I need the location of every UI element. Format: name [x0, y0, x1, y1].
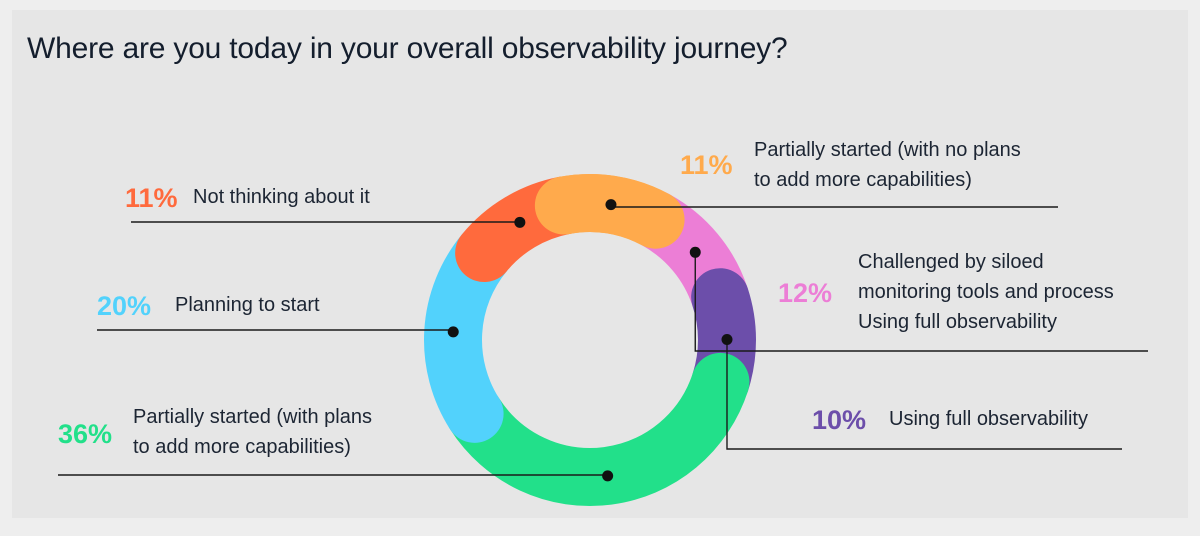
callout-line-challenged: [694, 252, 1148, 352]
chart-title: Where are you today in your overall obse…: [27, 32, 788, 65]
slice-value-challenged: 12%: [778, 278, 833, 308]
slice-value-not-thinking: 11%: [125, 183, 178, 213]
donut-ring: [424, 174, 756, 506]
callout-dot-challenged: [689, 246, 701, 258]
slice-label-not-thinking: Not thinking about it: [193, 186, 370, 208]
slice-label-partially-started-no-plans: Partially started (with no plans to add …: [754, 139, 1021, 191]
slice-value-using-full-observability: 10%: [812, 405, 867, 435]
slice-label-partially-started-with-plans: Partially started (with plans to add mor…: [133, 406, 372, 458]
callout-lines: [58, 199, 1148, 482]
slice-value-partially-started-with-plans: 36%: [58, 419, 113, 449]
callout-dot-planning-to-start: [447, 326, 459, 338]
callout-dot-partially-started-with-plans: [602, 470, 614, 482]
callout-dot-using-full-observability: [721, 334, 733, 346]
callout-dot-partially-started-no-plans: [605, 199, 617, 211]
slice-label-planning-to-start: Planning to start: [175, 294, 320, 316]
callout-dot-not-thinking: [514, 216, 526, 228]
chart-panel: [12, 10, 1188, 518]
callout-line-planning-to-start: [97, 329, 454, 332]
slice-value-partially-started-no-plans: 11%: [680, 150, 733, 180]
callout-line-using-full-observability: [726, 339, 1122, 450]
slice-value-planning-to-start: 20%: [97, 291, 152, 321]
donut-slice-partially-started-with-plans: [445, 352, 750, 506]
slice-label-challenged: Challenged by siloed monitoring tools an…: [858, 251, 1114, 333]
slice-label-using-full-observability: Using full observability: [889, 408, 1088, 430]
